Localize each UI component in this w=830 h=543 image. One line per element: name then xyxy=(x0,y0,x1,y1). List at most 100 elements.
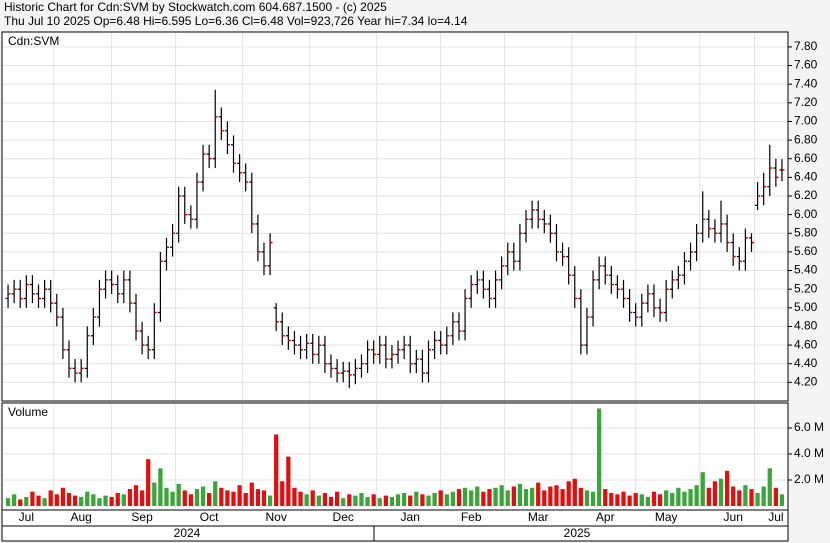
volume-bar xyxy=(664,490,669,506)
volume-bar xyxy=(603,489,608,506)
volume-bar xyxy=(414,491,419,506)
x-tick-label: Feb xyxy=(461,510,482,524)
volume-bar xyxy=(341,498,346,506)
volume-bar xyxy=(377,498,382,506)
volume-bar xyxy=(243,492,248,506)
volume-bar xyxy=(700,472,705,506)
volume-bar xyxy=(18,499,23,506)
volume-bar xyxy=(152,482,157,506)
volume-bar xyxy=(517,483,523,506)
volume-bar xyxy=(499,485,504,506)
volume-bar xyxy=(712,481,718,506)
volume-bar xyxy=(475,486,480,506)
volume-bar xyxy=(578,487,583,506)
volume-bar xyxy=(200,486,206,506)
volume-bar xyxy=(523,489,529,506)
volume-bar xyxy=(639,494,644,506)
y-tick-label: 4.80 xyxy=(794,319,818,333)
volume-bar xyxy=(493,487,498,506)
volume-bar xyxy=(676,487,681,506)
volume-bar xyxy=(773,487,778,506)
volume-bar xyxy=(724,470,730,506)
volume-bar xyxy=(255,489,261,506)
volume-bar xyxy=(158,468,163,506)
chart-title: Historic Chart for Cdn:SVM by Stockwatch… xyxy=(4,0,387,14)
volume-bar xyxy=(274,434,279,506)
y-tick-label: 6.00 xyxy=(794,207,818,221)
volume-bar xyxy=(225,490,230,506)
volume-bar xyxy=(651,491,657,506)
volume-bar xyxy=(657,494,663,506)
volume-bar xyxy=(755,492,760,506)
x-tick-label: Jun xyxy=(724,510,743,524)
volume-bar xyxy=(584,490,590,506)
volume-bar xyxy=(365,496,370,506)
volume-bar xyxy=(79,496,84,506)
volume-bar xyxy=(383,495,388,506)
volume-bar xyxy=(322,492,328,506)
volume-bar xyxy=(207,492,212,506)
volume-bar xyxy=(36,495,41,506)
x-tick-label: Apr xyxy=(596,510,615,524)
y-tick-label: 5.60 xyxy=(794,244,818,258)
volume-bar xyxy=(633,492,638,506)
volume-bar xyxy=(627,495,632,506)
y-tick-label: 6.20 xyxy=(794,188,818,202)
volume-bar xyxy=(60,487,66,506)
y-tick-label: 7.60 xyxy=(794,58,818,72)
year-label: 2024 xyxy=(174,526,201,540)
volume-bar xyxy=(767,468,772,506)
y-tick-label: 6.60 xyxy=(794,151,818,165)
volume-bar xyxy=(182,490,187,506)
volume-bar xyxy=(310,490,315,506)
volume-bar xyxy=(426,495,431,506)
volume-bar xyxy=(188,494,193,506)
volume-bar xyxy=(213,481,218,506)
x-tick-label: Oct xyxy=(200,510,219,524)
volume-bar xyxy=(85,491,90,506)
volume-bar xyxy=(560,489,565,506)
volume-bar xyxy=(615,494,620,506)
volume-bar xyxy=(316,495,321,506)
volume-bar xyxy=(462,487,468,506)
volume-bar xyxy=(249,482,254,506)
volume-bar xyxy=(219,487,224,506)
volume-bar xyxy=(548,486,553,506)
volume-bar xyxy=(590,491,596,506)
volume-bar xyxy=(621,491,626,506)
volume-bar xyxy=(554,485,559,506)
volume-panel xyxy=(1,402,789,511)
y-tick-label: 7.80 xyxy=(794,39,818,53)
volume-title: Volume xyxy=(8,405,48,419)
x-tick-label: Jan xyxy=(401,510,420,524)
y-tick-label: 5.00 xyxy=(794,300,818,314)
y-tick-label: 7.40 xyxy=(794,76,818,90)
volume-bar xyxy=(91,494,96,506)
volume-bar xyxy=(737,490,742,506)
y-tick-label: 5.80 xyxy=(794,225,818,239)
volume-bar xyxy=(115,492,120,506)
x-tick-label: Nov xyxy=(266,510,287,524)
x-tick-label: Jul xyxy=(19,510,34,524)
volume-bar xyxy=(12,494,17,506)
chart-subtitle: Thu Jul 10 2025 Op=6.48 Hi=6.595 Lo=6.36… xyxy=(4,14,468,28)
y-tick-label: 5.20 xyxy=(794,281,818,295)
volume-bar xyxy=(109,496,114,506)
volume-bar xyxy=(395,494,401,506)
volume-bar xyxy=(334,491,340,506)
volume-bar xyxy=(389,496,395,506)
volume-bar xyxy=(97,498,102,506)
volume-bar xyxy=(749,489,754,506)
y-tick-label: 4.40 xyxy=(794,356,818,370)
x-tick-label: May xyxy=(655,510,678,524)
volume-bar xyxy=(469,490,474,506)
x-tick-label: Sep xyxy=(131,510,153,524)
volume-bar xyxy=(682,491,687,506)
volume-bar xyxy=(176,483,181,506)
y2-tick-label: 4.0 M xyxy=(794,446,824,460)
year-label: 2025 xyxy=(564,526,591,540)
x-tick-label: Dec xyxy=(333,510,354,524)
volume-bar xyxy=(597,408,602,506)
volume-bar xyxy=(42,498,47,506)
volume-bar xyxy=(164,487,169,506)
